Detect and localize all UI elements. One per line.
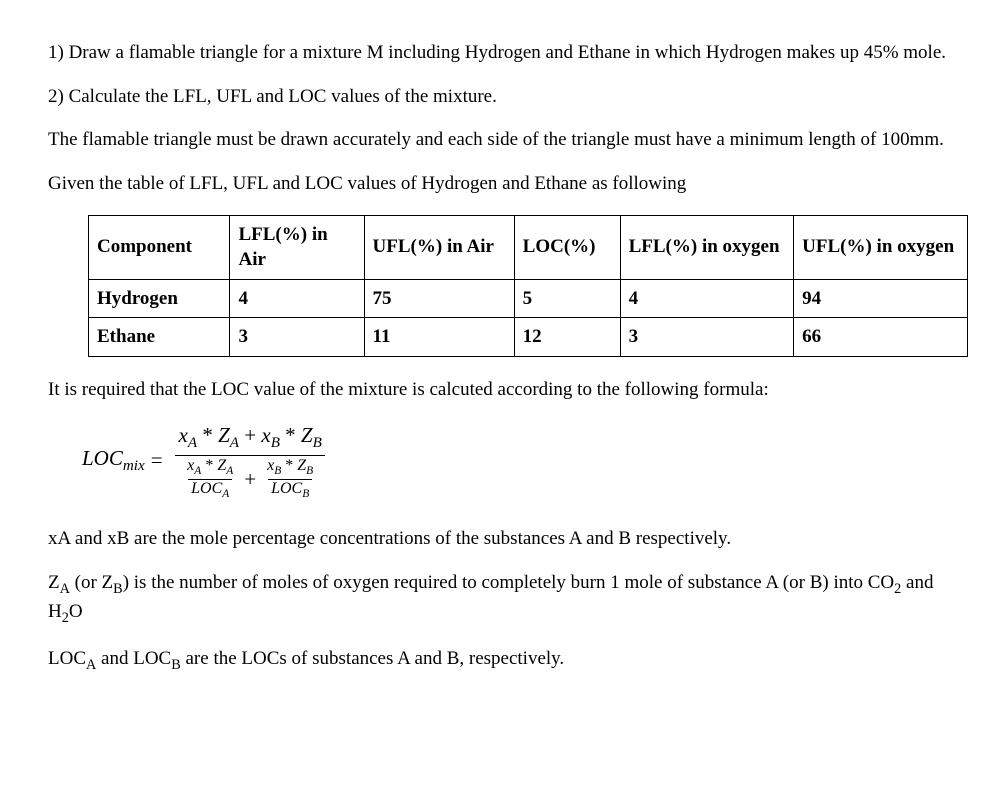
star-1: * [197, 423, 218, 447]
col-header-ufl-o2: UFL(%) in oxygen [794, 215, 968, 279]
zb-sub: B [313, 435, 322, 451]
sn-zb: Z [297, 457, 306, 474]
xa: x [179, 423, 188, 447]
numerator: xA * ZA + xB * ZB [173, 421, 328, 456]
main-fraction: xA * ZA + xB * ZB xA * ZA LOCA + xB * ZB… [173, 421, 328, 500]
cell-ufl-air: 11 [364, 318, 514, 357]
cell-lfl-o2: 4 [620, 279, 794, 318]
flammability-data-table: Componen​t LFL(%) in Air UFL(%) in Air L… [88, 215, 968, 358]
denominator-frac-a: xA * ZA LOCA [184, 458, 236, 500]
denominator-frac-b: xB * ZB LOCB [264, 458, 316, 500]
given-table-intro: Given the table of LFL, UFL and LOC valu… [48, 171, 959, 197]
ls2: B [171, 656, 181, 672]
sd-loca-sub: A [222, 488, 229, 500]
denominator: xA * ZA LOCA + xB * ZB LOCB [175, 455, 325, 500]
sn-star-a: * [201, 457, 217, 474]
sn-star-b: * [281, 457, 297, 474]
cell-component: Hydrogen [89, 279, 230, 318]
formula-lhs: LOCmix [82, 444, 145, 477]
table-header-row: Componen​t LFL(%) in Air UFL(%) in Air L… [89, 215, 968, 279]
l1: LOC [48, 648, 86, 669]
cell-ufl-o2: 94 [794, 279, 968, 318]
loc-a-b-definition: LOCA and LOCB are the LOCs of substances… [48, 646, 959, 675]
table-row: Ethane 3 11 12 3 66 [89, 318, 968, 357]
star-2: * [280, 423, 301, 447]
sn-za-sub: A [226, 466, 233, 478]
small-den-a: LOCA [188, 479, 232, 500]
col-header-loc: LOC(​%) [514, 215, 620, 279]
ls1: A [86, 656, 96, 672]
l3: are the LOCs of substances A and B, resp… [181, 648, 564, 669]
table-row: Hydrogen 4 75 5 4 94 [89, 279, 968, 318]
sn-za: Z [217, 457, 226, 474]
small-num-b: xB * ZB [264, 458, 316, 478]
xb-sub: B [271, 435, 280, 451]
s2: B [113, 580, 123, 596]
small-num-a: xA * ZA [184, 458, 236, 478]
za-zb-definition: ZA (or ZB) is the number of moles of oxy… [48, 570, 959, 628]
lhs-sub: mix [123, 458, 145, 474]
note-triangle: The flamable triangle must be drawn accu… [48, 127, 959, 153]
den-plus: + [244, 465, 256, 493]
cell-lfl-air: 3 [230, 318, 364, 357]
loc-formula-intro: It is required that the LOC value of the… [48, 377, 959, 403]
s4: 2 [62, 609, 69, 625]
t1: Z [48, 572, 60, 593]
t5: O [69, 601, 83, 622]
sd-loca: LOC [191, 480, 222, 497]
cell-ufl-o2: 66 [794, 318, 968, 357]
xa-sub: A [188, 435, 197, 451]
plus-1: + [239, 423, 261, 447]
cell-lfl-o2: 3 [620, 318, 794, 357]
cell-loc: 5 [514, 279, 620, 318]
cell-ufl-air: 75 [364, 279, 514, 318]
equals-sign: = [151, 446, 163, 474]
loc-mix-formula: LOCmix = xA * ZA + xB * ZB xA * ZA LOCA … [82, 421, 959, 500]
col-header-ufl-air: UFL(%) in Air [364, 215, 514, 279]
t3: ) is the number of moles of oxygen requi… [123, 572, 894, 593]
cell-component: Ethane [89, 318, 230, 357]
col-header-component: Componen​t [89, 215, 230, 279]
sd-locb-sub: B [302, 488, 309, 500]
question-2: 2) Calculate the LFL, UFL and LOC values… [48, 84, 959, 110]
cell-loc: 12 [514, 318, 620, 357]
zb: Z [301, 423, 313, 447]
za: Z [218, 423, 230, 447]
cell-lfl-air: 4 [230, 279, 364, 318]
sd-locb: LOC [271, 480, 302, 497]
col-header-lfl-air: LFL(%) in Air [230, 215, 364, 279]
za-sub: A [230, 435, 239, 451]
xa-xb-definition: xA and xB are the mole percentage concen… [48, 526, 959, 552]
col-header-lfl-o2: LFL(%) in oxygen [620, 215, 794, 279]
sn-zb-sub: B [306, 466, 313, 478]
small-den-b: LOCB [268, 479, 312, 500]
question-1: 1) Draw a flamable triangle for a mixtur… [48, 40, 959, 66]
lhs-text: LOC [82, 446, 123, 470]
s1: A [60, 580, 70, 596]
xb: x [261, 423, 270, 447]
t2: (or Z [70, 572, 113, 593]
l2: and LOC [96, 648, 171, 669]
